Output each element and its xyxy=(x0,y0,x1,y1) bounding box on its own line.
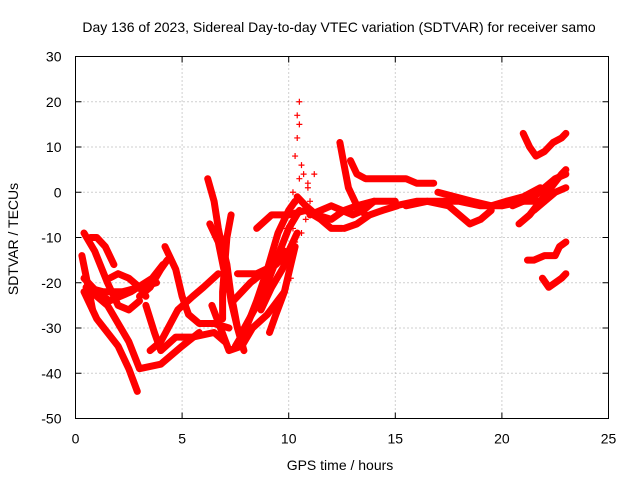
series-trace-s11 xyxy=(136,256,171,300)
y-tick-label: 30 xyxy=(46,49,62,65)
plus-marker xyxy=(298,229,305,236)
y-tick-label: -40 xyxy=(41,365,61,381)
series-trace-s17 xyxy=(208,288,288,355)
series-trace-s9 xyxy=(142,301,229,355)
plus-marker xyxy=(283,225,290,232)
plus-marker xyxy=(292,211,299,218)
plus-marker xyxy=(294,198,301,205)
data-series xyxy=(78,129,570,395)
plus-marker xyxy=(296,207,303,214)
x-tick-label: 25 xyxy=(601,431,617,447)
plus-marker xyxy=(294,112,301,119)
y-tick-label: -50 xyxy=(41,411,61,427)
series-trace-s33 xyxy=(519,129,570,160)
y-tick-label: -20 xyxy=(41,275,61,291)
x-tick-label: 5 xyxy=(178,431,186,447)
x-tick-label: 20 xyxy=(494,431,510,447)
x-tick-label: 10 xyxy=(281,431,297,447)
series-trace-s10 xyxy=(161,243,233,332)
plus-marker xyxy=(292,153,299,160)
series-trace-s21 xyxy=(266,243,299,336)
plus-marker xyxy=(287,202,294,209)
axis-ticks: 0 5 10 15 20 25 -50 -40 -30 -20 -10 0 10 20 30 xyxy=(41,49,616,447)
series-trace-s29 xyxy=(347,157,438,187)
y-tick-label: 20 xyxy=(46,94,62,110)
series-trace-s28 xyxy=(336,139,369,219)
y-axis-label: SDTVAR / TECUs xyxy=(5,183,21,295)
plus-marker xyxy=(298,162,305,169)
x-tick-label: 0 xyxy=(72,431,80,447)
plus-marker xyxy=(296,98,303,105)
y-tick-label: 0 xyxy=(54,184,62,200)
plus-marker xyxy=(300,171,307,178)
y-tick-label: -10 xyxy=(41,230,61,246)
series-trace-s38 xyxy=(538,270,570,291)
series-trace-s16 xyxy=(219,211,235,323)
series-trace-s7 xyxy=(82,283,203,373)
series-trace-s35 xyxy=(515,166,570,228)
plus-marker xyxy=(296,175,303,182)
y-tick-label: -30 xyxy=(41,320,61,336)
plus-marker xyxy=(302,216,309,223)
y-tick-label: 10 xyxy=(46,139,62,155)
x-axis-label: GPS time / hours xyxy=(287,457,394,473)
plus-marker xyxy=(304,180,311,187)
series-trace-s12 xyxy=(146,270,222,355)
plus-marker xyxy=(285,257,292,264)
plus-marker xyxy=(296,121,303,128)
plus-marker xyxy=(287,275,294,282)
plus-marker xyxy=(292,239,299,246)
series-trace-s4 xyxy=(86,234,118,269)
x-tick-label: 15 xyxy=(388,431,404,447)
plus-marker xyxy=(311,171,318,178)
series-trace-s27 xyxy=(340,202,401,232)
series-trace-s20 xyxy=(257,252,293,314)
plus-marker xyxy=(289,225,296,232)
series-trace-s37 xyxy=(524,238,570,264)
series-trace-s32 xyxy=(434,184,544,210)
series-trace-s23 xyxy=(229,247,288,305)
series-trace-s6 xyxy=(80,288,141,395)
series-trace-s36 xyxy=(530,184,570,214)
plus-marker xyxy=(289,189,296,196)
chart-title: Day 136 of 2023, Sidereal Day-to-day VTE… xyxy=(82,19,595,35)
plus-marker xyxy=(294,134,301,141)
sparse-markers xyxy=(283,98,318,282)
series-trace-s31 xyxy=(402,197,495,228)
plus-marker xyxy=(307,198,314,205)
